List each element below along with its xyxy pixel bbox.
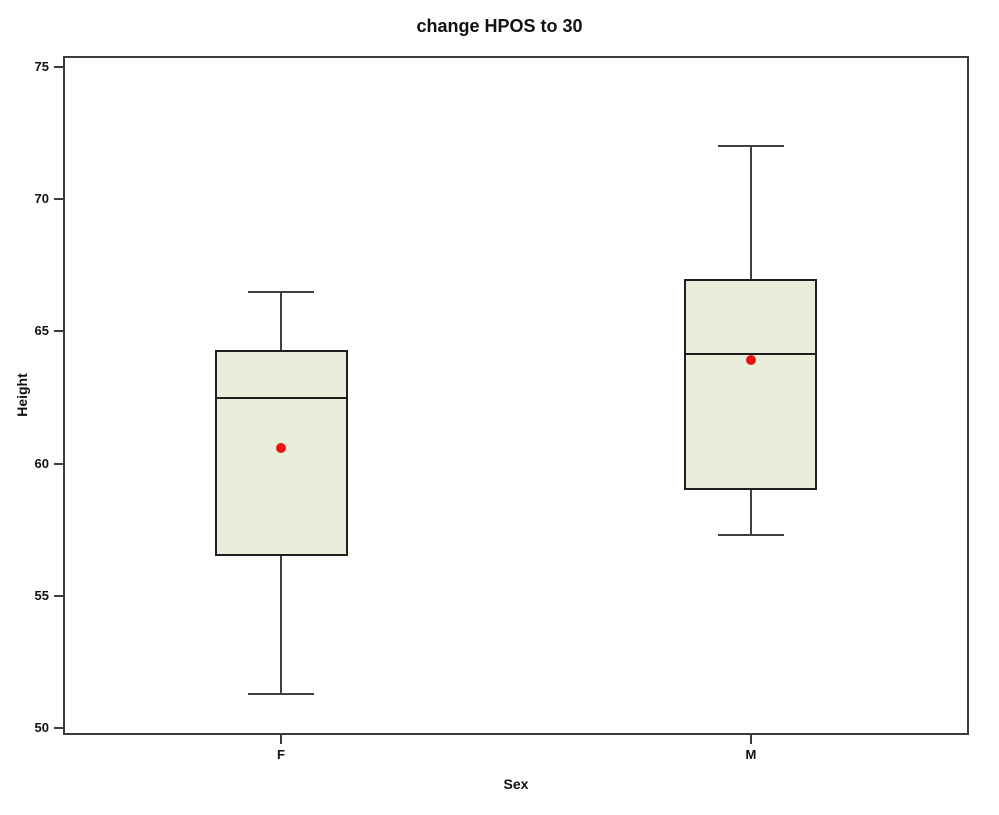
x-tick-mark: [280, 735, 283, 744]
chart-title: change HPOS to 30: [416, 16, 583, 36]
whisker-lower-line-M: [749, 490, 752, 535]
x-tick-mark: [749, 735, 752, 744]
whisker-lower-line-F: [280, 556, 283, 694]
median-line-F: [214, 396, 348, 399]
y-tick-mark: [54, 66, 63, 68]
x-axis-label: Sex: [503, 776, 529, 792]
whisker-upper-line-M: [749, 146, 752, 279]
plot-area: 75 70 65 60 55 50 F M: [35, 56, 969, 762]
y-tick-mark: [54, 462, 63, 465]
y-tick-label: 75: [34, 59, 49, 74]
mean-marker-F: [276, 442, 287, 453]
y-tick-label: 70: [34, 191, 49, 207]
y-tick-label: 55: [34, 587, 49, 603]
whisker-lower-cap-F: [248, 692, 315, 695]
y-tick-label: 60: [34, 455, 49, 471]
whisker-upper-cap-M: [717, 145, 784, 148]
whisker-lower-cap-M: [717, 533, 784, 536]
whisker-upper-line-F: [280, 291, 283, 350]
y-tick-mark: [54, 594, 63, 597]
box-M: [684, 278, 818, 491]
y-axis-label: Height: [14, 373, 30, 417]
mean-marker-M: [745, 355, 756, 366]
median-line-M: [684, 352, 818, 355]
y-tick-mark: [54, 330, 63, 333]
x-tick-label-M: M: [745, 747, 757, 762]
y-tick-mark: [54, 198, 63, 201]
y-tick-label: 65: [34, 323, 49, 339]
whisker-upper-cap-F: [248, 290, 315, 293]
x-tick-label-F: F: [277, 747, 285, 762]
y-tick-mark: [54, 727, 63, 729]
box-F: [214, 349, 348, 557]
y-tick-label: 50: [34, 720, 49, 735]
